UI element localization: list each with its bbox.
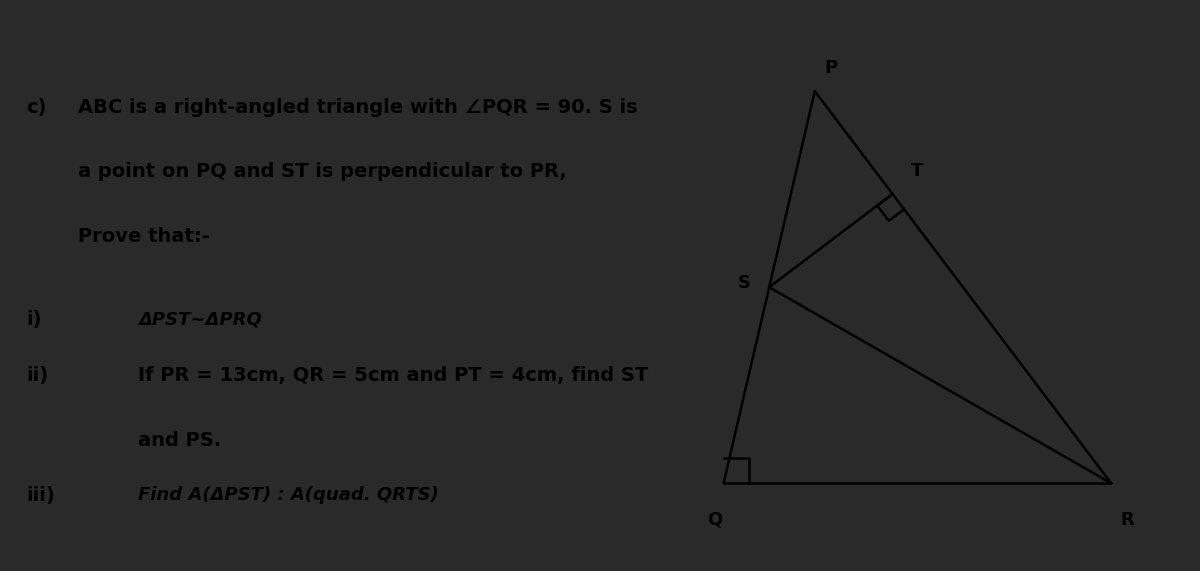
Text: ABC is a right-angled triangle with ∠PQR = 90. S is: ABC is a right-angled triangle with ∠PQR…	[78, 98, 637, 116]
Text: c): c)	[26, 98, 47, 116]
Text: P: P	[824, 59, 838, 78]
Text: T: T	[911, 162, 923, 180]
Text: S: S	[738, 274, 751, 292]
Text: Prove that:-: Prove that:-	[78, 227, 210, 246]
Text: ii): ii)	[26, 366, 48, 385]
Text: R: R	[1121, 510, 1134, 529]
Text: If PR = 13cm, QR = 5cm and PT = 4cm, find ST: If PR = 13cm, QR = 5cm and PT = 4cm, fin…	[138, 366, 648, 385]
Text: iii): iii)	[26, 486, 55, 505]
Text: Find A(ΔPST) : A(quad. QRTS): Find A(ΔPST) : A(quad. QRTS)	[138, 486, 439, 504]
Text: and PS.: and PS.	[138, 431, 221, 449]
Text: ΔPST~ΔPRQ: ΔPST~ΔPRQ	[138, 311, 262, 328]
Text: a point on PQ and ST is perpendicular to PR,: a point on PQ and ST is perpendicular to…	[78, 162, 566, 182]
Text: Q: Q	[707, 510, 722, 529]
Text: i): i)	[26, 311, 42, 329]
